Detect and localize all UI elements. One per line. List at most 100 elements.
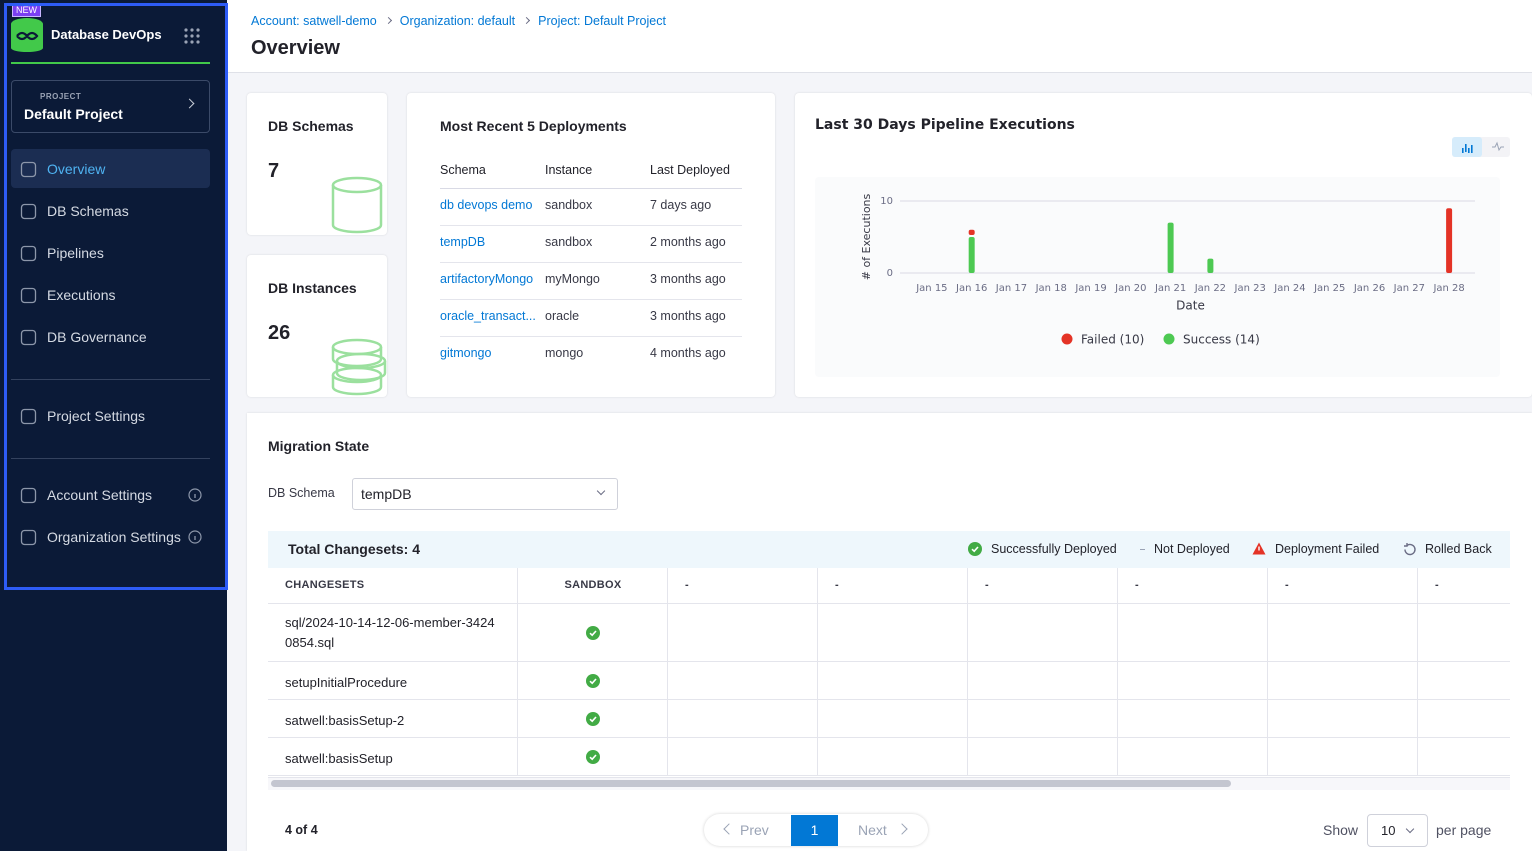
success-icon	[586, 750, 600, 764]
legend-label: Not Deployed	[1154, 542, 1230, 556]
legend-marker	[1164, 334, 1175, 345]
x-tick-label: Jan 18	[1035, 283, 1067, 294]
breadcrumb-link[interactable]: Account: satwell-demo	[251, 14, 377, 28]
card-label: DB Instances	[268, 280, 357, 296]
cell	[668, 738, 818, 776]
cell: myMongo	[545, 272, 600, 286]
cell[interactable]: artifactoryMongo	[440, 272, 533, 286]
cell	[668, 700, 818, 738]
cell	[1118, 738, 1268, 776]
bar	[969, 237, 975, 273]
cell	[968, 603, 1118, 662]
changeset-name: satwell:basisSetup	[285, 749, 500, 769]
icon-arrow	[1404, 543, 1407, 546]
column-header-cell	[1418, 568, 1510, 604]
toggle-icon	[1468, 148, 1470, 153]
column-header: CHANGESETS	[285, 579, 364, 591]
db-illustration	[330, 337, 387, 397]
cell	[968, 738, 1118, 776]
column-header: SANDBOX	[518, 579, 668, 591]
page-size-select[interactable]	[1367, 814, 1428, 847]
cell[interactable]: gitmongo	[440, 346, 491, 360]
next-button[interactable]: Next	[858, 822, 887, 838]
cell[interactable]: db devops demo	[440, 198, 532, 212]
x-tick-label: Jan 25	[1313, 283, 1345, 294]
table: Total Changesets: 4Successfully Deployed…	[268, 531, 1510, 791]
not-deployed-icon	[1140, 549, 1145, 550]
cell	[968, 662, 1118, 700]
cell	[1268, 738, 1418, 776]
per-page-label: per page	[1436, 822, 1491, 838]
x-tick-label: Jan 15	[915, 283, 947, 294]
bar	[1168, 223, 1174, 273]
cell	[818, 700, 968, 738]
changeset-name: satwell:basisSetup-2	[285, 711, 500, 731]
cell	[1418, 738, 1510, 776]
cell	[818, 662, 968, 700]
success-icon	[586, 712, 600, 726]
legend-label: Failed (10)	[1081, 333, 1144, 347]
y-tick-label: 0	[887, 268, 893, 279]
column-header: Instance	[545, 163, 592, 177]
cell	[1418, 662, 1510, 700]
icon-circle	[968, 542, 982, 556]
cell: 3 months ago	[650, 309, 726, 323]
select-value: tempDB	[361, 486, 412, 502]
column-header: Last Deployed	[650, 163, 730, 177]
breadcrumb-link[interactable]: Project: Default Project	[538, 14, 666, 28]
rolled-back-icon	[1402, 542, 1417, 557]
card-value: 26	[268, 322, 290, 345]
row-divider	[440, 188, 742, 189]
cell	[818, 603, 968, 662]
cell[interactable]: tempDB	[440, 235, 485, 249]
cell: 2 months ago	[650, 235, 726, 249]
row-divider	[440, 336, 742, 337]
success-icon	[586, 626, 600, 640]
bar	[1207, 259, 1213, 273]
column-header: -	[1435, 579, 1439, 591]
x-tick-label: Jan 17	[995, 283, 1027, 294]
cell	[668, 662, 818, 700]
cell: 7 days ago	[650, 198, 711, 212]
legend-label: Deployment Failed	[1275, 542, 1379, 556]
card-title: Migration State	[268, 438, 369, 454]
column-header: -	[985, 579, 989, 591]
db-illustration	[330, 175, 387, 235]
bar	[969, 230, 975, 235]
highlight-box	[4, 3, 228, 590]
success-icon	[968, 542, 982, 556]
card-title: Most Recent 5 Deployments	[440, 118, 627, 134]
db-shape	[333, 185, 381, 192]
legend-label: Success (14)	[1183, 333, 1260, 347]
column-header: -	[1285, 579, 1289, 591]
y-axis-label: # of Executions	[860, 193, 873, 280]
page-button[interactable]: 1	[791, 815, 838, 846]
icon-circle	[586, 712, 600, 726]
cell	[668, 603, 818, 662]
x-tick-label: Jan 20	[1114, 283, 1146, 294]
icon-circle	[586, 750, 600, 764]
cell	[1118, 700, 1268, 738]
x-axis-label: Date	[1176, 299, 1205, 313]
x-tick-label: Jan 27	[1393, 283, 1425, 294]
column-header: -	[1135, 579, 1139, 591]
column-header: -	[685, 579, 689, 591]
changeset-name: setupInitialProcedure	[285, 673, 500, 693]
bar	[1446, 208, 1452, 273]
column-header-cell	[818, 568, 968, 604]
row-divider	[440, 299, 742, 300]
breadcrumb-link[interactable]: Organization: default	[400, 14, 515, 28]
cell: mongo	[545, 346, 583, 360]
scrollbar-thumb[interactable]	[271, 780, 1231, 787]
prev-button[interactable]: Prev	[740, 822, 769, 838]
column-header-cell	[968, 568, 1118, 604]
column-header-cell	[1268, 568, 1418, 604]
cell[interactable]: oracle_transact...	[440, 309, 536, 323]
show-label: Show	[1323, 822, 1358, 838]
page-size-value: 10	[1381, 823, 1395, 838]
pagination-range: 4 of 4	[285, 823, 318, 837]
column-header: Schema	[440, 163, 486, 177]
row-divider	[440, 262, 742, 263]
